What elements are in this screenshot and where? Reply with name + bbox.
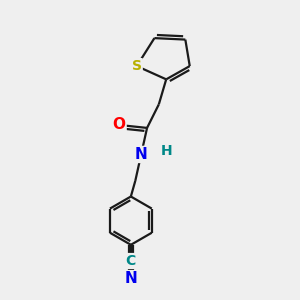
Text: H: H	[160, 145, 172, 158]
Text: N: N	[135, 147, 148, 162]
Text: O: O	[112, 118, 126, 133]
Text: C: C	[126, 254, 136, 268]
Text: S: S	[132, 59, 142, 73]
Text: N: N	[124, 271, 137, 286]
